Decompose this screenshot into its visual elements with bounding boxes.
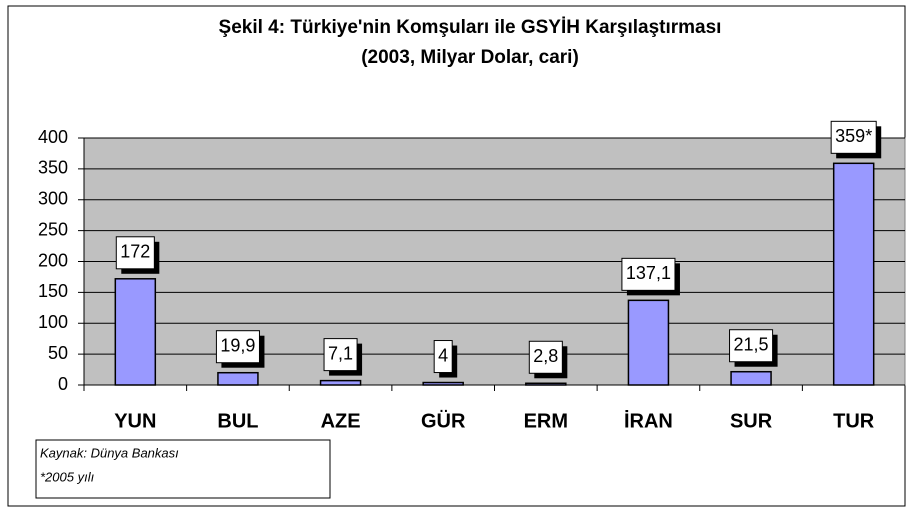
y-tick-label: 200 — [38, 250, 68, 270]
value-label: 21,5 — [734, 334, 769, 354]
bar — [832, 162, 875, 386]
value-label-box — [323, 338, 358, 372]
x-tick-label: SUR — [730, 410, 773, 432]
value-label-box — [115, 236, 155, 270]
value-label-box — [621, 257, 676, 291]
y-tick-label: 400 — [38, 127, 68, 147]
bar — [319, 379, 362, 386]
value-label-box — [215, 330, 260, 364]
bar — [114, 278, 157, 386]
y-tick-label: 100 — [38, 312, 68, 332]
bar — [525, 382, 567, 386]
value-label: 19,9 — [220, 335, 255, 355]
value-label: 2,8 — [533, 346, 558, 366]
bar — [627, 299, 670, 386]
note: *2005 yılı — [40, 469, 95, 484]
y-tick-label: 0 — [58, 374, 68, 394]
x-tick-label: TUR — [833, 410, 875, 432]
bar — [217, 371, 259, 386]
value-label: 4 — [438, 345, 448, 365]
value-label: 172 — [120, 242, 150, 262]
y-tick-label: 350 — [38, 158, 68, 178]
x-tick-label: AZE — [321, 410, 361, 432]
note: Kaynak: Dünya Bankası — [40, 445, 179, 460]
x-tick-label: GÜR — [421, 409, 466, 432]
value-label-box — [433, 340, 453, 374]
value-label-box — [729, 329, 774, 363]
y-tick-label: 150 — [38, 281, 68, 301]
x-tick-label: İRAN — [624, 409, 673, 432]
note-box — [35, 439, 331, 499]
y-tick-label: 300 — [38, 189, 68, 209]
bar — [422, 381, 464, 386]
y-tick-label: 50 — [48, 343, 68, 363]
chart-title: Şekil 4: Türkiye'nin Komşuları ile GSYİH… — [219, 17, 722, 38]
y-tick-label: 250 — [38, 219, 68, 239]
value-label-box — [830, 120, 877, 154]
x-tick-label: ERM — [524, 410, 568, 432]
x-tick-label: BUL — [217, 410, 258, 432]
x-tick-label: YUN — [114, 410, 156, 432]
value-label: 7,1 — [328, 343, 353, 363]
value-label: 359* — [835, 126, 872, 146]
bar — [730, 370, 772, 386]
chart-subtitle: (2003, Milyar Dolar, cari) — [361, 47, 579, 68]
value-label-box — [528, 340, 563, 374]
value-label: 137,1 — [626, 263, 671, 283]
